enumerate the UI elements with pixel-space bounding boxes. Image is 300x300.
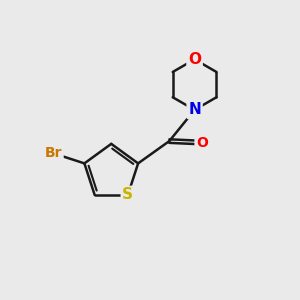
Text: O: O [188,52,201,67]
Text: N: N [188,102,201,117]
Text: S: S [122,188,134,202]
Text: Br: Br [45,146,62,160]
Text: O: O [196,136,208,150]
